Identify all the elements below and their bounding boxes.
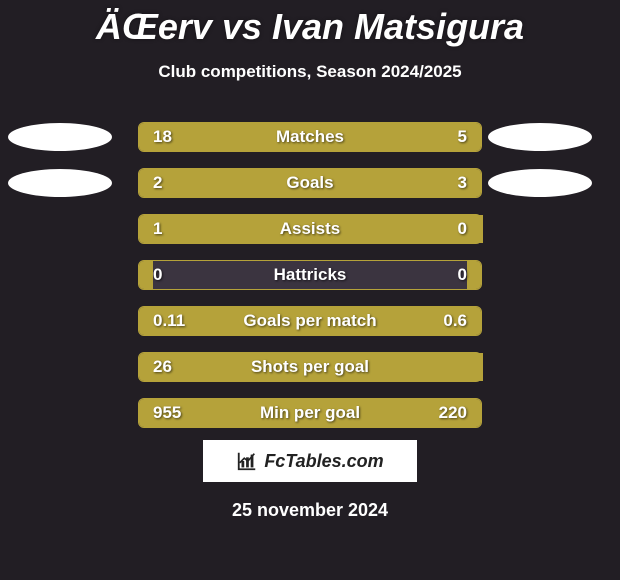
date-text: 25 november 2024 (0, 500, 620, 521)
stat-label: Matches (139, 127, 481, 147)
stat-label: Goals per match (139, 311, 481, 331)
watermark: FcTables.com (203, 440, 417, 482)
subtitle: Club competitions, Season 2024/2025 (0, 62, 620, 82)
stat-row: 185Matches (138, 122, 482, 152)
stat-label: Goals (139, 173, 481, 193)
team-ellipse-left (8, 123, 112, 151)
stat-row: 0.110.6Goals per match (138, 306, 482, 336)
stat-label: Shots per goal (139, 357, 481, 377)
page-title: ÄŒerv vs Ivan Matsigura (0, 6, 620, 48)
stat-label: Assists (139, 219, 481, 239)
team-ellipse-left (8, 169, 112, 197)
stat-row: 955220Min per goal (138, 398, 482, 428)
stat-label: Min per goal (139, 403, 481, 423)
team-ellipse-right (488, 123, 592, 151)
team-ellipse-right (488, 169, 592, 197)
stat-row: 10Assists (138, 214, 482, 244)
stat-row: 00Hattricks (138, 260, 482, 290)
watermark-text: FcTables.com (264, 451, 383, 472)
chart-icon (236, 450, 258, 472)
stat-label: Hattricks (139, 265, 481, 285)
stat-row: 26Shots per goal (138, 352, 482, 382)
stat-row: 23Goals (138, 168, 482, 198)
